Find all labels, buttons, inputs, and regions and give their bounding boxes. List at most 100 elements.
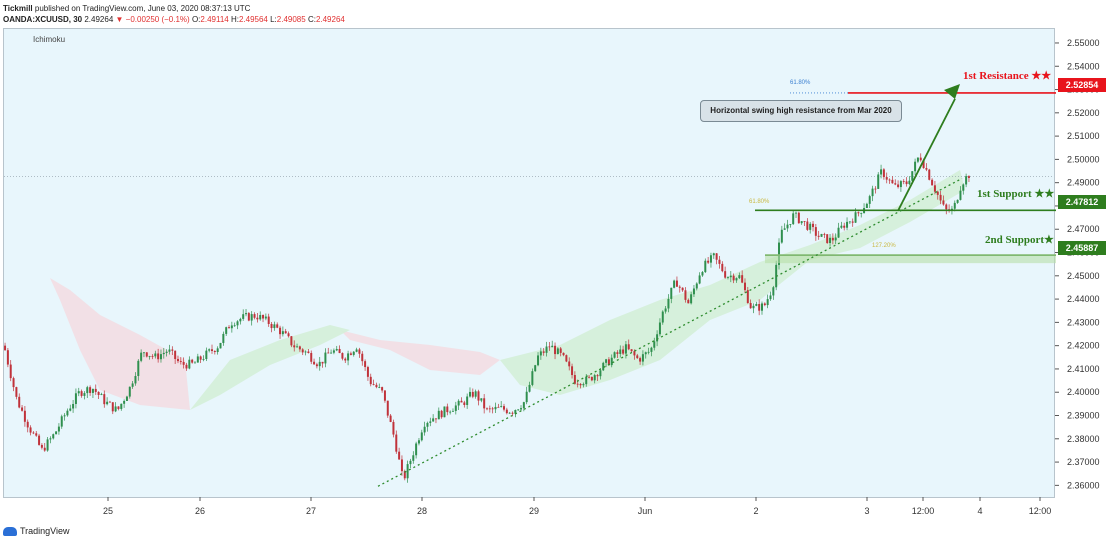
candle-body-188 xyxy=(537,355,540,366)
candle-body-90 xyxy=(259,315,262,320)
candle-body-64 xyxy=(185,364,188,369)
candle-body-139 xyxy=(398,451,401,460)
support-1-label: 1st Support ★★ xyxy=(977,188,1055,200)
candle-body-329 xyxy=(936,191,939,195)
candle-body-71 xyxy=(205,350,208,360)
candle-body-207 xyxy=(590,376,593,381)
candle-body-49 xyxy=(142,352,145,354)
candle-body-197 xyxy=(562,352,565,356)
candle-body-79 xyxy=(228,327,231,329)
candle-body-18 xyxy=(55,431,58,435)
candle-body-300 xyxy=(854,212,857,223)
candle-body-93 xyxy=(267,316,270,324)
candle-body-138 xyxy=(395,434,398,452)
high-label: H: xyxy=(230,15,239,24)
candle-body-228 xyxy=(650,347,653,352)
chart-header: Tickmill published on TradingView.com, J… xyxy=(0,0,1110,28)
candle-body-186 xyxy=(531,371,534,385)
y-tick-label-0: 2.36000 xyxy=(1067,480,1100,490)
x-tick-label-6: 2 xyxy=(753,506,758,516)
candle-body-131 xyxy=(375,384,378,388)
candle-body-61 xyxy=(176,359,179,362)
candle-body-127 xyxy=(364,361,367,368)
published-text: published on TradingView.com, June 03, 2… xyxy=(34,4,251,13)
candle-body-23 xyxy=(69,408,72,411)
candle-body-35 xyxy=(103,394,106,405)
tradingview-logo[interactable]: TradingView xyxy=(3,526,70,536)
candle-body-298 xyxy=(848,221,851,223)
candle-body-277 xyxy=(789,224,792,225)
candle-body-212 xyxy=(605,359,608,363)
candle-body-41 xyxy=(120,403,123,409)
candle-body-28 xyxy=(83,393,86,396)
candle-body-182 xyxy=(520,408,523,410)
candle-body-287 xyxy=(817,235,820,237)
high-value: 2.49564 xyxy=(238,15,268,24)
candle-body-172 xyxy=(491,408,494,410)
candle-body-245 xyxy=(698,275,701,284)
x-tick-label-1: 26 xyxy=(195,506,205,516)
candle-body-157 xyxy=(449,411,452,413)
candle-body-137 xyxy=(392,421,395,435)
candle-body-187 xyxy=(534,365,537,372)
candle-body-251 xyxy=(715,253,718,260)
candle-body-150 xyxy=(429,421,432,423)
candle-body-148 xyxy=(423,426,426,433)
candle-body-173 xyxy=(494,406,497,410)
candle-body-13 xyxy=(40,444,43,448)
candle-body-106 xyxy=(304,351,307,353)
candle-body-191 xyxy=(545,346,548,353)
candle-body-318 xyxy=(905,181,908,185)
candle-body-14 xyxy=(43,447,46,451)
candle-body-104 xyxy=(298,346,301,350)
candle-body-253 xyxy=(721,263,724,272)
candle-body-26 xyxy=(77,391,80,394)
candle-body-115 xyxy=(330,352,333,354)
support-1-price-tag: 2.47812 xyxy=(1058,195,1106,209)
candle-body-326 xyxy=(928,169,931,180)
candle-body-195 xyxy=(556,348,559,355)
candle-body-56 xyxy=(162,352,165,355)
candle-body-256 xyxy=(729,275,732,278)
publisher-name[interactable]: Tickmill xyxy=(3,4,33,13)
candle-body-75 xyxy=(216,348,219,353)
fib-support-1-label: 61.80% xyxy=(749,199,770,205)
candle-body-215 xyxy=(613,352,616,358)
candle-body-17 xyxy=(52,434,55,439)
candle-body-4 xyxy=(15,387,18,397)
x-tick-label-2: 27 xyxy=(306,506,316,516)
bullish-cloud-2 xyxy=(500,170,965,395)
open-label: O: xyxy=(191,15,201,24)
candle-body-205 xyxy=(585,376,588,385)
candle-body-44 xyxy=(128,386,131,397)
candle-body-255 xyxy=(726,277,729,279)
candle-body-46 xyxy=(134,376,137,384)
candle-body-77 xyxy=(222,333,225,343)
support-2-price-tag: 2.45887 xyxy=(1058,241,1106,255)
candle-body-134 xyxy=(383,390,386,401)
price-axis[interactable] xyxy=(1055,28,1110,498)
candle-body-88 xyxy=(253,314,256,318)
symbol-name[interactable]: OANDA:XCUUSD, 30 xyxy=(3,15,83,24)
candle-body-63 xyxy=(182,361,185,365)
candle-body-305 xyxy=(868,196,871,204)
candle-body-36 xyxy=(106,401,109,405)
candle-body-313 xyxy=(891,179,894,184)
candle-body-73 xyxy=(211,349,214,352)
candle-body-7 xyxy=(23,410,26,422)
candle-body-51 xyxy=(148,356,151,357)
candle-body-316 xyxy=(899,181,902,188)
indicator-label[interactable]: Ichimoku xyxy=(33,35,66,44)
candle-body-243 xyxy=(692,288,695,295)
candle-body-206 xyxy=(588,376,591,378)
candle-body-284 xyxy=(809,223,812,230)
candle-body-183 xyxy=(522,402,525,409)
candle-body-249 xyxy=(709,255,712,263)
candle-body-65 xyxy=(188,359,191,369)
candle-body-292 xyxy=(831,237,834,241)
candle-body-282 xyxy=(803,221,806,222)
candle-body-214 xyxy=(610,357,613,366)
candle-body-121 xyxy=(347,353,350,361)
candle-body-166 xyxy=(474,391,477,397)
